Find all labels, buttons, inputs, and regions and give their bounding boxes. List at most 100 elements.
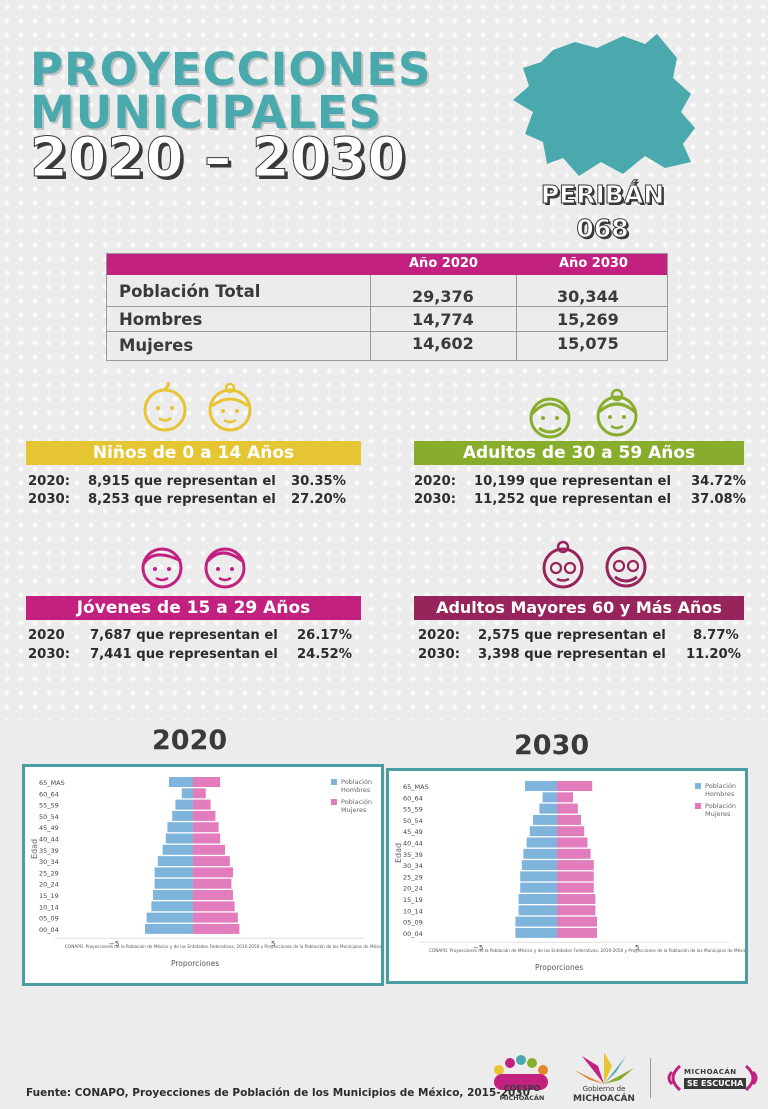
mayores-pct-2020: 8.77% — [693, 628, 739, 643]
bar-hombres — [154, 867, 193, 878]
mayores-pct-2030: 11.20% — [686, 647, 741, 662]
table-cell: 15,269 — [557, 310, 619, 329]
x-tick-label: 5 — [271, 940, 275, 948]
bar-hombres — [521, 860, 557, 871]
michoacan-escucha-line2: SE ESCUCHA — [684, 1078, 747, 1089]
bar-hombres — [154, 878, 193, 889]
bar-hombres — [520, 871, 557, 882]
municipality-code: 068 — [576, 214, 629, 244]
bar-mujeres — [193, 777, 221, 787]
y-tick-label: 40_44 — [39, 836, 59, 844]
bar-hombres — [169, 777, 193, 787]
x-axis-label: Proporciones — [535, 963, 583, 972]
mayores-text-2030: 3,398 que representan el — [478, 647, 666, 662]
legend-label-mujeres: Mujeres — [705, 810, 731, 818]
bar-mujeres — [557, 826, 585, 837]
mayores-year-2020: 2020: — [418, 628, 460, 643]
mayores-text-2020: 2,575 que representan el — [478, 628, 666, 643]
bar-mujeres — [193, 901, 235, 912]
title-line-3: 2020 – 2030 — [29, 126, 407, 189]
title-line-2: MUNICIPALES — [30, 86, 382, 139]
table-cell: 15,075 — [557, 334, 619, 353]
legend-label-hombres: Población — [705, 782, 736, 790]
group-bar-jovenes: Jóvenes de 15 a 29 Años — [26, 596, 361, 620]
y-tick-label: 00_04 — [39, 926, 59, 934]
source-note-chart: CONAPO. Proyecciones de la Población de … — [429, 948, 745, 953]
bar-mujeres — [557, 871, 594, 882]
y-tick-label: 15_19 — [403, 896, 423, 904]
bar-hombres — [515, 916, 557, 927]
title-line-1: PROYECCIONES — [30, 43, 432, 96]
adultos-text-2020: 10,199 que representan el — [474, 474, 672, 489]
group-bar-mayores: Adultos Mayores 60 y Más Años — [414, 596, 744, 620]
bar-mujeres — [557, 848, 591, 859]
bar-hombres — [162, 844, 193, 855]
audio-wave-right-icon — [744, 1064, 758, 1092]
gobierno-logo-line2: MICHOACÁN — [573, 1094, 635, 1104]
y-axis-label: Edad — [30, 839, 39, 859]
table-header: Año 2020 Año 2030 — [107, 254, 667, 275]
baby-face-icon — [143, 382, 187, 432]
y-tick-label: 00_04 — [403, 930, 423, 938]
jovenes-year-2030: 2030: — [28, 647, 70, 662]
bar-hombres — [533, 814, 557, 825]
bar-hombres — [146, 912, 193, 923]
chart-title-2020: 2020 — [152, 725, 228, 756]
legend-label-mujeres: Población — [341, 798, 372, 806]
bar-hombres — [157, 856, 193, 867]
legend-label-hombres: Hombres — [341, 786, 371, 794]
source-note-chart: CONAPO. Proyecciones de la Población de … — [65, 944, 381, 949]
population-pyramid-2020: Edad 65_MAS 60_64 55_59 50_54 45_49 40_44 35_39… — [30, 777, 386, 968]
girl-face-icon — [208, 382, 252, 432]
y-tick-label: 50_54 — [403, 817, 423, 825]
group-bar-adultos: Adultos de 30 a 59 Años — [414, 441, 744, 465]
y-tick-label: 30_34 — [403, 862, 423, 870]
adultos-year-2030: 2030: — [414, 492, 456, 507]
chart-frame-2030: Edad 65_MAS 60_64 55_59 50_54 45_49 40_44 35_39… — [386, 768, 750, 984]
municipality-map-icon — [513, 34, 695, 176]
bar-mujeres — [193, 822, 219, 833]
group-bar-ninos: Niños de 0 a 14 Años — [26, 441, 361, 465]
x-axis-label: Proporciones — [171, 959, 219, 968]
bar-mujeres — [193, 890, 233, 900]
bar-hombres — [172, 810, 193, 821]
jovenes-text-2020: 7,687 que representan el — [90, 628, 278, 643]
y-tick-label: 55_59 — [39, 802, 59, 810]
bar-hombres — [165, 833, 193, 844]
ninos-text-2020: 8,915 que representan el — [88, 474, 276, 489]
jovenes-pct-2020: 26.17% — [297, 628, 352, 643]
y-axis-label: Edad — [394, 843, 403, 863]
mayores-year-2030: 2030: — [418, 647, 460, 662]
source-note: Fuente: CONAPO, Proyecciones de Població… — [26, 1087, 530, 1099]
y-tick-label: 45_49 — [403, 828, 423, 836]
jovenes-pct-2030: 24.52% — [297, 647, 352, 662]
bar-mujeres — [193, 923, 240, 934]
y-tick-label: 40_44 — [403, 840, 423, 848]
bar-hombres — [539, 803, 557, 814]
chart-title-2030: 2030 — [514, 730, 590, 761]
table-col-2020: Año 2020 — [409, 256, 478, 271]
girl-teen-face-icon — [141, 547, 183, 589]
y-tick-label: 60_64 — [39, 790, 59, 798]
bar-mujeres — [557, 792, 573, 803]
y-tick-label: 65_MAS — [39, 779, 65, 787]
coespo-logo-icon — [494, 1055, 548, 1090]
bar-hombres — [523, 848, 557, 859]
gobierno-logo-line1: Gobierno de — [582, 1085, 626, 1093]
grandmother-face-icon — [542, 540, 584, 589]
legend-label-hombres: Hombres — [705, 790, 735, 798]
y-tick-label: 10_14 — [403, 907, 423, 915]
bar-hombres — [542, 792, 557, 803]
population-table: Año 2020 Año 2030 Población Total 29,376… — [106, 253, 668, 361]
legend-swatch-hombres — [331, 779, 337, 785]
gobierno-michoacan-logo-icon — [574, 1052, 634, 1084]
bar-hombres — [529, 826, 557, 837]
woman-face-icon — [596, 388, 638, 437]
y-tick-label: 65_MAS — [403, 783, 429, 791]
bar-mujeres — [557, 781, 593, 791]
y-tick-label: 05_09 — [403, 919, 423, 927]
bar-mujeres — [557, 860, 594, 871]
chart-frame-2020: Edad 65_MAS 60_64 55_59 50_54 45_49 40_44 35_39… — [22, 764, 386, 986]
y-tick-label: 20_24 — [39, 881, 59, 889]
legend-swatch-mujeres — [695, 803, 701, 809]
